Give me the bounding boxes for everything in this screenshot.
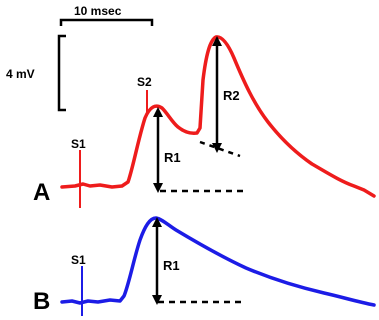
panel-a-r2-baseline: [199, 140, 241, 158]
scale-bar: 10 msec 4 mV: [6, 4, 154, 112]
panel-a-r2-label: R2: [223, 88, 240, 103]
voltage-scale-bar: [57, 34, 66, 112]
panel-b-r1-label: R1: [163, 258, 180, 273]
panel-a-s2-label: S2: [137, 75, 152, 89]
panel-a-r1-label: R1: [164, 150, 181, 165]
panel-a-label: A: [33, 179, 50, 206]
panel-b-s1-label: S1: [71, 253, 86, 267]
panel-b-trace: [60, 216, 376, 307]
panel-a: A S1 S2 R1 R2: [33, 35, 376, 208]
voltage-scale-label: 4 mV: [6, 67, 35, 81]
time-scale-bar: [59, 18, 154, 26]
panel-b-label: B: [33, 288, 50, 315]
panel-a-trace: [60, 35, 376, 198]
time-scale-label: 10 msec: [74, 4, 122, 18]
panel-b: B S1 R1: [33, 216, 376, 316]
panel-a-s1-label: S1: [71, 137, 86, 151]
